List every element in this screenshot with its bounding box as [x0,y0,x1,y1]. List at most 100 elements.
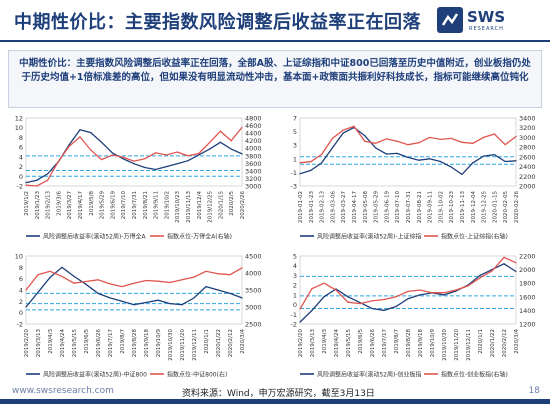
data-point [37,274,39,276]
x-tick-label: 2019-09-11 [428,191,434,223]
data-point [419,294,421,296]
x-tick-label: 2020-01-15 [492,191,498,223]
x-tick-label: 2020/3/4 [240,329,246,354]
data-point [68,145,70,147]
data-point [121,300,123,302]
x-tick-label: 2019/7/17 [108,329,114,358]
x-tick-label: 2019/4/17 [78,191,84,220]
legend-label: 风险调整后收益率(滚动52周)-创业板指 [317,371,421,379]
summary-text: 中期性价比：主要指数风险调整后收益率正在回落，全部A股、上证综指和中证800已回… [19,58,531,83]
x-tick-label: 2019/10/9 [156,329,162,358]
y-left-tick-label: 3 [293,272,297,280]
data-point [193,276,195,278]
x-tick-label: 2019/9/18 [418,329,424,358]
x-tick-label: 2019/7/17 [382,329,388,358]
x-tick-label: 2019/5/15 [346,329,352,358]
y-left-tick-label: 6 [19,275,23,283]
data-point [109,283,111,285]
x-tick-label: 2019/9/18 [144,329,150,358]
series-line [299,126,517,176]
data-point [503,256,505,258]
y-left-tick-label: 3 [293,142,297,150]
data-point [205,270,207,272]
x-tick-label: 2019/5/8 [89,191,95,216]
x-tick-label: 2019/3/13 [36,329,42,358]
y-right-tick-label: 3000 [245,304,262,312]
x-tick-label: 2019/11/20 [180,329,186,361]
data-point [111,152,113,154]
logo-text: SWS [467,8,506,26]
y-right-tick-label: 3000 [245,183,262,191]
data-point [205,286,207,288]
y-right-tick-label: 2500 [245,321,262,329]
x-tick-label: 2020-02-26 [514,191,520,223]
data-point [299,162,301,164]
x-tick-label: 2019/12/25 [208,191,214,223]
data-point [133,282,135,284]
x-tick-label: 2019/11/13 [186,191,192,223]
x-tick-label: 2019/12/11 [192,329,198,361]
data-point [396,140,398,142]
y-right-tick-label: 2200 [519,173,536,181]
series-line [299,256,517,310]
legend-label: 指数点位-中证800(右) [167,371,227,379]
y-left-tick-label: 5 [293,128,297,136]
data-point [73,275,75,277]
x-tick-label: 2019-11-13 [460,191,466,223]
data-point [429,136,431,139]
data-point [407,298,409,300]
data-point [90,149,92,151]
x-tick-label: 2019/1/23 [35,191,41,220]
y-right-tick-label: 4800 [245,115,262,123]
data-point [25,289,27,291]
y-right-tick-label: 3500 [245,287,262,295]
y-left-tick-label: 2 [19,163,23,171]
data-point [364,140,366,142]
data-point [61,266,63,268]
x-tick-label: 2020/1/22 [490,329,496,357]
x-tick-label: 2019-07-10 [395,191,401,223]
y-right-tick-label: 2200 [519,253,536,261]
data-point [515,160,517,162]
data-point [144,158,146,160]
data-point [418,142,420,144]
y-left-tick-label: 4 [19,287,23,295]
x-tick-label: 2019-10-02 [438,191,444,223]
x-tick-label: 2019/4/3 [48,329,54,354]
data-point [418,159,420,161]
data-point [111,154,113,156]
x-tick-label: 2019-05-08 [363,191,369,223]
data-point [230,148,232,150]
data-point [217,273,219,275]
data-point [450,166,452,168]
y-right-tick-label: 1800 [519,280,536,288]
legend-label: 风险调整后收益率(滚动52周)-中证800 [43,371,147,379]
data-point [461,173,463,176]
data-point [342,132,344,134]
x-tick-label: 2019-12-04 [471,191,477,223]
data-point [467,285,469,287]
header: 中期性价比：主要指数风险调整后收益率正在回落 SWS RESEARCH [0,0,550,46]
data-point [472,142,474,144]
data-point [219,130,221,132]
x-tick-label: 2019/4/24 [334,329,340,358]
legend-label: 风险调整后收益率(滚动52周)-上证综指 [317,233,421,241]
data-point [122,156,124,158]
header-rule [0,40,550,42]
y-right-tick-label: 2600 [519,153,536,161]
data-point [49,276,51,279]
x-tick-label: 2020/2/5 [229,191,235,216]
y-left-tick-label: -2 [291,321,297,329]
y-right-tick-label: 1400 [519,307,536,315]
y-left-tick-label: 12 [15,115,23,123]
data-point [299,173,301,175]
data-point [375,142,377,144]
y-right-tick-label: 3200 [245,175,262,183]
data-point [491,270,493,272]
data-point [407,156,409,159]
data-point [395,296,397,298]
data-point [145,301,147,304]
data-point [321,162,323,164]
data-point [90,131,92,134]
data-point [429,158,431,160]
